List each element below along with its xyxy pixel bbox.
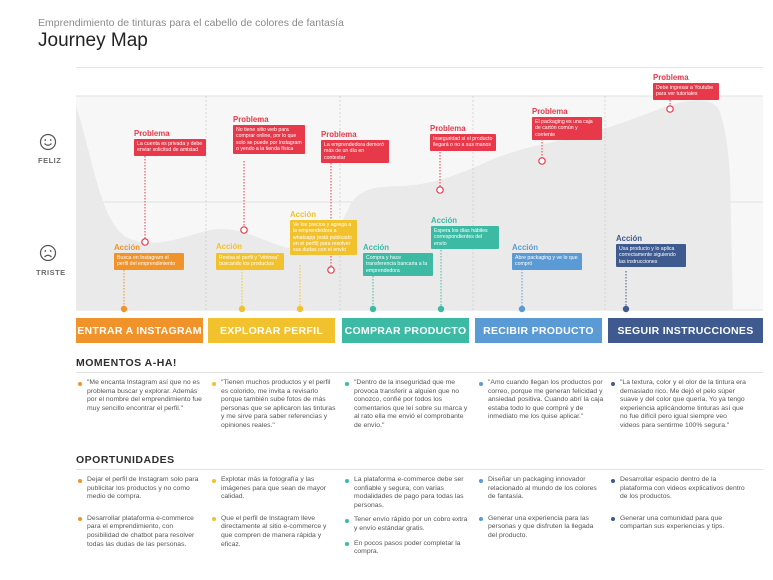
problem-card: Debe ingresar a Youtube para ver tutoria… — [653, 83, 719, 100]
opportunity-column: Diseñar un packaging innovador relaciona… — [479, 476, 604, 547]
aha-column: "Amo cuando llegan los productos por cor… — [479, 379, 604, 428]
action-card: Compra y hace transferencia bancaria a l… — [363, 253, 433, 276]
aha-item: "Me encanta Instagram así que no es prob… — [78, 379, 203, 413]
problem-marker — [141, 238, 149, 246]
problem-card: La emprendedora demoró más de un día en … — [321, 140, 389, 163]
opportunity-item: Explotar más la fotografía y las imágene… — [212, 476, 337, 502]
aha-item: "Amo cuando llegan los productos por cor… — [479, 379, 604, 422]
aha-heading: MOMENTOS A-HA! — [76, 357, 177, 369]
problem-title: Problema — [321, 130, 357, 139]
problem-title: Problema — [430, 124, 466, 133]
problem-marker — [436, 186, 444, 194]
action-card: Usa producto y lo aplica correctamente s… — [616, 244, 686, 267]
opportunities-heading: OPORTUNIDADES — [76, 454, 175, 466]
problem-card: No tiene sitio web para comprar online, … — [233, 125, 305, 155]
header-divider — [76, 67, 763, 68]
action-card: Ve los precios y agrega a la emprendedor… — [290, 220, 357, 256]
problem-marker — [327, 266, 335, 274]
opportunity-column: Desarrollar espacio dentro de la platafo… — [611, 476, 746, 538]
aha-divider — [76, 372, 763, 373]
opportunity-item: En pocos pasos poder completar la compra… — [345, 540, 470, 557]
opportunity-column: La plataforma e-commerce debe ser confia… — [345, 476, 470, 563]
opportunity-item: Dejar el perfil de Instagram solo para p… — [78, 476, 203, 502]
stage-seguir-instrucciones: SEGUIR INSTRUCCIONES — [608, 318, 763, 343]
problem-marker — [538, 157, 546, 165]
problem-card: El packaging es una caja de cartón común… — [532, 117, 602, 140]
opportunity-item: Generar una experiencia para las persona… — [479, 515, 604, 541]
opportunity-item: Desarrollar espacio dentro de la platafo… — [611, 476, 746, 502]
action-card: Revisa el perfil y "vitrinea" buscando l… — [216, 253, 284, 270]
action-title: Acción — [616, 234, 642, 243]
action-marker — [120, 305, 128, 313]
action-card: Busca en Instagram el perfil del emprend… — [114, 253, 184, 270]
page-subtitle: Emprendimiento de tinturas para el cabel… — [38, 17, 344, 29]
aha-column: "Dentro de la inseguridad que me provoca… — [345, 379, 470, 437]
action-title: Acción — [512, 243, 538, 252]
aha-item: "Tienen muchos productos y el perfil es … — [212, 379, 337, 431]
action-marker — [296, 305, 304, 313]
page-title: Journey Map — [38, 30, 148, 51]
aha-column: "La textura, color y el olor de la tintu… — [611, 379, 746, 437]
aha-column: "Me encanta Instagram así que no es prob… — [78, 379, 203, 419]
stage-recibir-producto: RECIBIR PRODUCTO — [475, 318, 602, 343]
action-marker — [622, 305, 630, 313]
problem-card: La cuenta es privada y debe enviar solic… — [134, 139, 206, 156]
opportunity-item: Desarrollar plataforma e-commerce para e… — [78, 515, 203, 549]
opportunity-item: Diseñar un packaging innovador relaciona… — [479, 476, 604, 502]
happy-label: FELIZ — [38, 156, 62, 165]
action-marker — [518, 305, 526, 313]
problem-title: Problema — [134, 129, 170, 138]
stage-entrar-instagram: ENTRAR A INSTAGRAM — [76, 318, 203, 343]
problem-marker — [666, 105, 674, 113]
action-title: Acción — [290, 210, 316, 219]
action-marker — [238, 305, 246, 313]
opportunity-item: La plataforma e-commerce debe ser confia… — [345, 476, 470, 510]
opportunity-item: Generar una comunidad para que compartan… — [611, 515, 746, 532]
opportunity-column: Explotar más la fotografía y las imágene… — [212, 476, 337, 555]
action-card: Abre packaging y ve lo que compró — [512, 253, 582, 270]
sad-face-icon — [39, 244, 57, 262]
action-title: Acción — [363, 243, 389, 252]
opportunity-item: Tener envío rápido por un cobro extra y … — [345, 516, 470, 533]
aha-column: "Tienen muchos productos y el perfil es … — [212, 379, 337, 437]
action-marker — [369, 305, 377, 313]
action-title: Acción — [216, 242, 242, 251]
problem-marker — [240, 226, 248, 234]
opportunity-item: Que el perfil de Instagram lleve directa… — [212, 515, 337, 549]
action-marker — [437, 305, 445, 313]
problem-title: Problema — [653, 73, 689, 82]
sad-label: TRISTE — [36, 268, 66, 277]
problem-title: Problema — [532, 107, 568, 116]
problem-title: Problema — [233, 115, 269, 124]
opportunities-divider — [76, 469, 763, 470]
action-title: Acción — [114, 243, 140, 252]
action-card: Espera los días hábiles correspondientes… — [431, 226, 499, 249]
happy-face-icon — [39, 133, 57, 151]
action-title: Acción — [431, 216, 457, 225]
aha-item: "Dentro de la inseguridad que me provoca… — [345, 379, 470, 431]
opportunity-column: Dejar el perfil de Instagram solo para p… — [78, 476, 203, 555]
stage-explorar-perfil: EXPLORAR PERFIL — [208, 318, 335, 343]
aha-item: "La textura, color y el olor de la tintu… — [611, 379, 746, 431]
stage-comprar-producto: COMPRAR PRODUCTO — [342, 318, 469, 343]
problem-card: Inseguridad si el producto llegará o no … — [430, 134, 496, 151]
